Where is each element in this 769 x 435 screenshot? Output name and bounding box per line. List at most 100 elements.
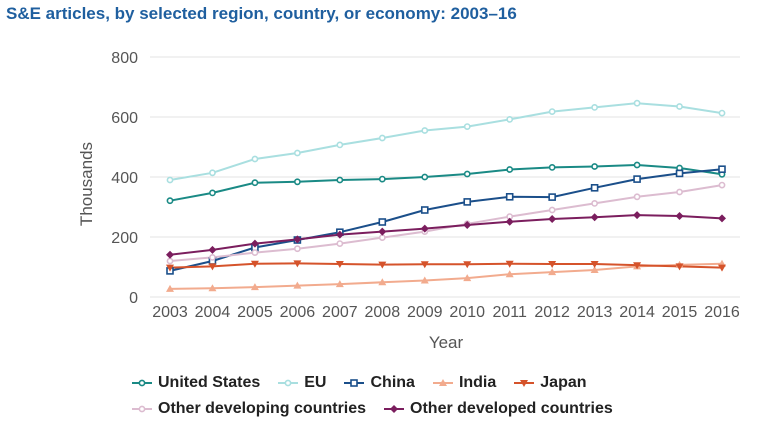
data-point-united-states — [166, 197, 174, 205]
data-point-japan — [208, 263, 217, 271]
series-markers — [166, 99, 726, 292]
chart-title: S&E articles, by selected region, countr… — [6, 4, 517, 23]
data-point-japan — [293, 260, 302, 268]
data-point-other-developed-countries — [293, 235, 302, 244]
data-point-japan — [166, 264, 174, 272]
x-tick-label: 2003 — [152, 304, 188, 321]
data-point-japan — [633, 262, 642, 270]
legend-item-other-developing-countries[interactable]: Other developing countries — [132, 400, 366, 418]
data-point-japan — [505, 260, 514, 268]
data-point-other-developing-countries — [209, 253, 216, 261]
series-line-other-developed-countries — [169, 214, 723, 256]
data-point-china — [378, 218, 387, 226]
data-point-united-states — [591, 163, 599, 170]
legend-marker-china — [350, 379, 359, 387]
data-point-india — [505, 270, 514, 278]
data-point-china — [548, 193, 556, 201]
series-markers-other-developed-countries — [166, 211, 726, 259]
data-point-other-developing-countries — [676, 188, 683, 196]
data-point-united-states — [633, 161, 641, 169]
data-point-eu — [633, 99, 641, 107]
data-point-other-developed-countries — [208, 245, 217, 254]
data-point-other-developed-countries — [633, 211, 642, 220]
series-line-china — [169, 168, 723, 272]
data-point-japan — [250, 260, 259, 268]
y-tick-label: 400 — [111, 170, 138, 187]
y-tick-label: 600 — [111, 110, 138, 127]
data-point-other-developed-countries — [590, 213, 599, 222]
y-tick-label: 0 — [129, 290, 138, 307]
data-point-china — [675, 169, 684, 178]
series-markers-japan — [166, 260, 726, 272]
data-point-other-developed-countries — [335, 230, 344, 239]
data-point-united-states — [421, 173, 429, 181]
data-point-united-states — [209, 189, 216, 197]
x-tick-label: 2005 — [237, 304, 273, 321]
data-point-china — [718, 165, 726, 173]
data-point-other-developed-countries — [718, 214, 726, 223]
legend-item-japan[interactable]: Japan — [514, 374, 587, 392]
legend-label: China — [370, 374, 415, 391]
data-point-other-developing-countries — [633, 193, 641, 201]
data-point-japan — [378, 261, 387, 269]
legend-label: Japan — [540, 374, 587, 391]
data-point-japan — [718, 264, 726, 272]
series-line-india — [169, 262, 723, 290]
data-point-eu — [166, 176, 174, 184]
data-point-eu — [378, 134, 386, 142]
data-point-china — [505, 193, 514, 201]
data-point-other-developed-countries — [505, 217, 514, 226]
data-point-india — [420, 276, 429, 284]
legend-marker-other-developed-countries — [390, 405, 399, 413]
legend-swatch-united-states — [132, 379, 152, 387]
legend-item-other-developed-countries[interactable]: Other developed countries — [384, 400, 613, 418]
legend-swatch-other-developing-countries — [132, 405, 152, 413]
data-point-united-states — [378, 175, 386, 183]
legend: United States EU China India Japan Other deve… — [132, 370, 752, 422]
legend-swatch-other-developed-countries — [384, 405, 405, 413]
data-point-japan — [675, 263, 684, 271]
legend-label: Other developing countries — [158, 400, 367, 417]
y-tick-label: 800 — [111, 50, 138, 67]
y-axis-ticks: 0 200 400 600 800 — [111, 50, 138, 307]
data-point-united-states — [463, 170, 471, 178]
x-tick-label: 2014 — [619, 304, 655, 321]
x-tick-label: 2006 — [280, 304, 316, 321]
data-point-other-developed-countries — [548, 215, 557, 223]
data-point-japan — [420, 261, 429, 269]
x-tick-label: 2008 — [365, 304, 401, 321]
legend-item-china[interactable]: China — [344, 374, 415, 392]
legend-marker-india — [438, 379, 447, 386]
legend-item-eu[interactable]: EU — [278, 374, 326, 392]
legend-swatch-india — [432, 379, 453, 386]
legend-label: Other developed countries — [410, 400, 613, 417]
x-tick-label: 2004 — [195, 304, 231, 321]
data-point-india — [293, 281, 302, 289]
legend-item-india[interactable]: India — [432, 374, 496, 392]
legend-label: EU — [304, 374, 327, 391]
data-point-united-states — [293, 178, 301, 186]
data-point-other-developing-countries — [166, 257, 174, 265]
series-markers-united-states — [166, 161, 726, 205]
data-point-other-developed-countries — [166, 250, 174, 259]
data-point-united-states — [251, 179, 259, 187]
data-point-india — [548, 268, 557, 276]
data-point-other-developing-countries — [293, 245, 301, 253]
data-point-india — [463, 274, 472, 282]
data-point-eu — [293, 149, 301, 157]
series-line-japan — [169, 262, 723, 269]
data-point-eu — [676, 103, 683, 110]
legend-item-united-states[interactable]: United States — [132, 374, 260, 392]
x-tick-label: 2016 — [704, 304, 740, 321]
series-line-eu — [169, 102, 723, 181]
data-point-eu — [548, 108, 556, 115]
data-point-other-developed-countries — [378, 227, 387, 236]
x-tick-label: 2011 — [492, 304, 527, 321]
data-point-japan — [548, 261, 557, 268]
data-point-united-states — [336, 176, 344, 184]
data-point-eu — [591, 104, 599, 111]
series-markers-eu — [166, 99, 726, 184]
series-markers-china — [166, 165, 726, 275]
legend-row: Other developing countries Other develope… — [132, 396, 752, 422]
